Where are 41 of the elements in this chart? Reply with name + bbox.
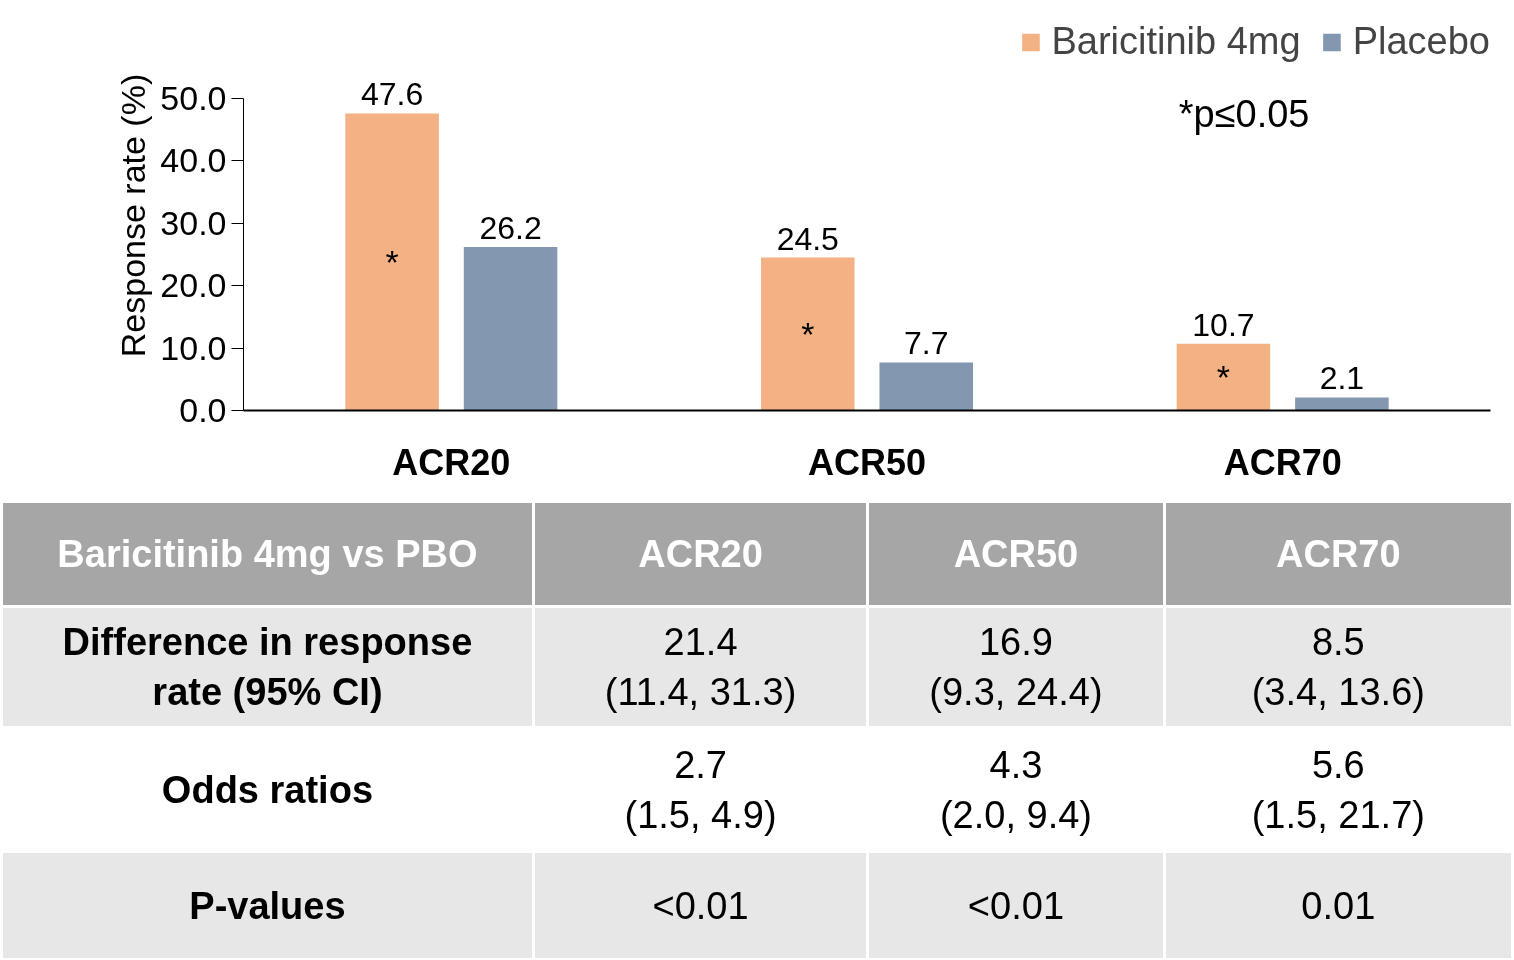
text: P-values <box>1 851 534 960</box>
x-tick-label: ACR70 <box>1223 441 1342 483</box>
text: 5.6 (1.5, 21.7) <box>1164 727 1513 852</box>
x-tick-label: ACR20 <box>392 441 511 483</box>
text: Baricitinib 4mg vs PBO <box>1 501 534 607</box>
text: 21.4 (11.4, 31.3) <box>533 606 868 728</box>
y-axis-title: Response rate (%) <box>114 73 153 358</box>
y-tick-label: 20.0 <box>160 266 227 305</box>
bar <box>463 247 558 411</box>
text: 2.7 (1.5, 4.9) <box>533 727 868 852</box>
y-tick-label: 30.0 <box>160 203 227 242</box>
y-tick-label: 50.0 <box>160 79 227 117</box>
text: <0.01 <box>867 851 1165 960</box>
bar <box>345 113 439 411</box>
legend-label: Baricitinib 4mg <box>1051 20 1301 63</box>
annotation: * <box>1216 358 1231 397</box>
y-tick-label: 40.0 <box>160 141 227 180</box>
annotation: * <box>385 242 399 281</box>
bar <box>761 257 855 411</box>
data-label: 24.5 <box>776 220 839 257</box>
text: 4.3 (2.0, 9.4) <box>867 727 1165 852</box>
text: 0.01 <box>1164 851 1513 960</box>
data-label: 47.6 <box>360 76 424 113</box>
bar <box>879 362 973 411</box>
bar <box>1176 343 1271 411</box>
x-tick-label: ACR50 <box>807 441 927 483</box>
text: Difference in response rate (95% CI) <box>1 606 534 728</box>
y-tick-label: 0.0 <box>179 391 227 429</box>
y-tick-label: 10.0 <box>160 328 227 367</box>
data-label: 2.1 <box>1319 360 1365 397</box>
text: Odds ratios <box>1 727 534 852</box>
text: 16.9 (9.3, 24.4) <box>867 606 1165 728</box>
bar <box>1295 397 1389 411</box>
annotation: * <box>801 315 815 354</box>
data-label: 7.7 <box>903 325 949 362</box>
annotation: *p≤0.05 <box>1178 93 1310 136</box>
text: <0.01 <box>533 851 868 960</box>
data-label: 10.7 <box>1192 306 1255 343</box>
text: 8.5 (3.4, 13.6) <box>1164 606 1513 728</box>
data-label: 26.2 <box>479 210 542 247</box>
legend-label: Placebo <box>1352 20 1490 63</box>
